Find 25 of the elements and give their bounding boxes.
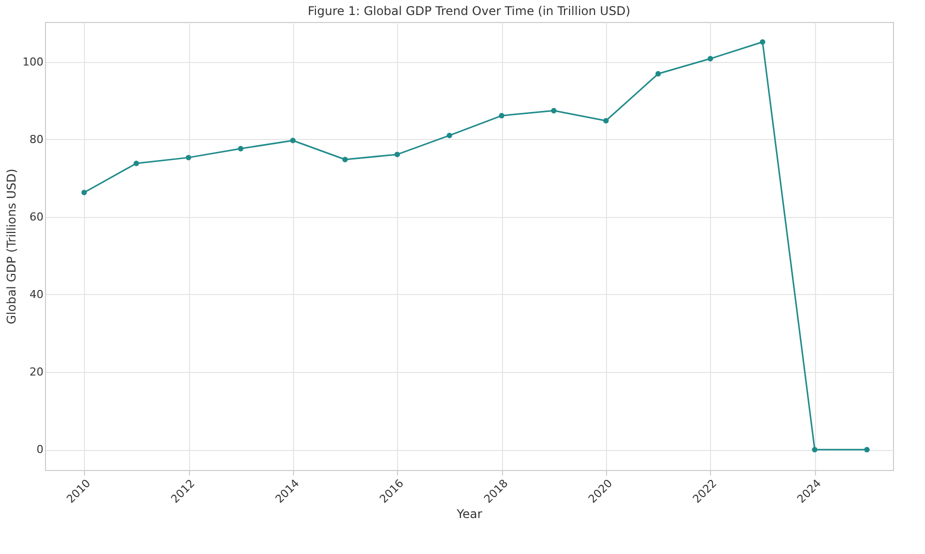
point — [864, 446, 870, 452]
y-tick-label: 80 — [30, 132, 44, 146]
y-tick-label: 0 — [36, 443, 44, 456]
point — [446, 132, 452, 138]
y-tick-label: 100 — [22, 55, 44, 68]
point — [394, 152, 400, 158]
point — [655, 71, 661, 77]
y-axis-title: Global GDP (Trillions USD) — [4, 168, 19, 324]
chart-title: Figure 1: Global GDP Trend Over Time (in Trillion USD) — [308, 4, 630, 18]
point — [134, 160, 140, 166]
point — [603, 118, 609, 124]
point — [498, 112, 504, 118]
point — [760, 39, 766, 45]
point — [708, 56, 714, 62]
y-tick-label: 40 — [30, 288, 44, 301]
x-axis-title: Year — [456, 507, 482, 522]
point — [238, 146, 244, 152]
point — [186, 154, 192, 160]
point — [290, 138, 296, 144]
y-tick-label: 20 — [30, 366, 44, 379]
point — [342, 156, 348, 162]
point — [551, 108, 557, 114]
y-tick-label: 60 — [30, 210, 44, 224]
point — [812, 446, 818, 452]
point — [81, 190, 87, 196]
